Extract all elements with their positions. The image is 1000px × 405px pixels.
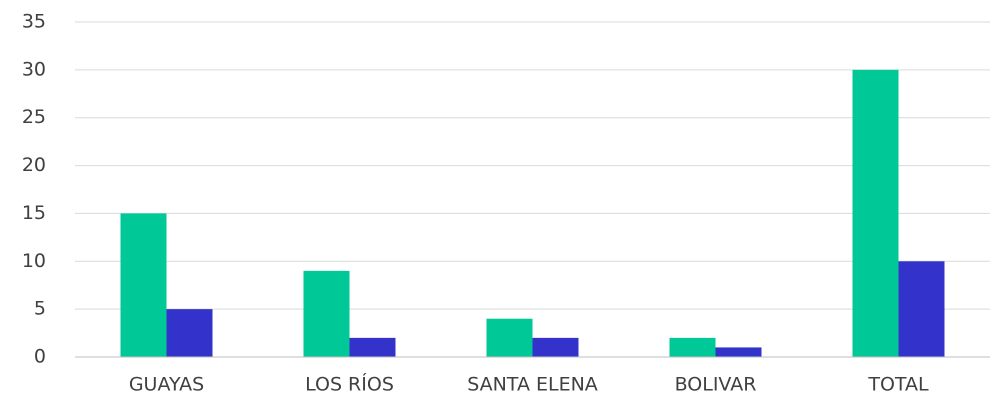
bar — [898, 261, 945, 357]
y-tick-label: 5 — [34, 298, 46, 320]
x-tick-label: TOTAL — [867, 374, 929, 396]
x-tick-label: GUAYAS — [129, 374, 204, 396]
x-tick-label: BOLIVAR — [675, 374, 757, 396]
bar — [486, 318, 533, 357]
bar — [532, 337, 579, 357]
bar — [852, 69, 899, 357]
bar — [669, 337, 716, 357]
bar — [120, 213, 167, 357]
y-tick-label: 30 — [22, 58, 46, 80]
x-tick-label: LOS RÍOS — [305, 373, 394, 396]
y-tick-label: 35 — [22, 11, 46, 33]
y-tick-label: 0 — [34, 346, 46, 368]
y-tick-label: 25 — [22, 106, 46, 128]
bar — [166, 309, 213, 357]
x-tick-label: SANTA ELENA — [467, 374, 598, 396]
bar — [349, 337, 396, 357]
bar — [715, 347, 762, 357]
y-tick-label: 10 — [22, 250, 46, 272]
bar — [303, 270, 350, 357]
y-tick-label: 20 — [22, 154, 46, 176]
y-tick-label: 15 — [22, 202, 46, 224]
